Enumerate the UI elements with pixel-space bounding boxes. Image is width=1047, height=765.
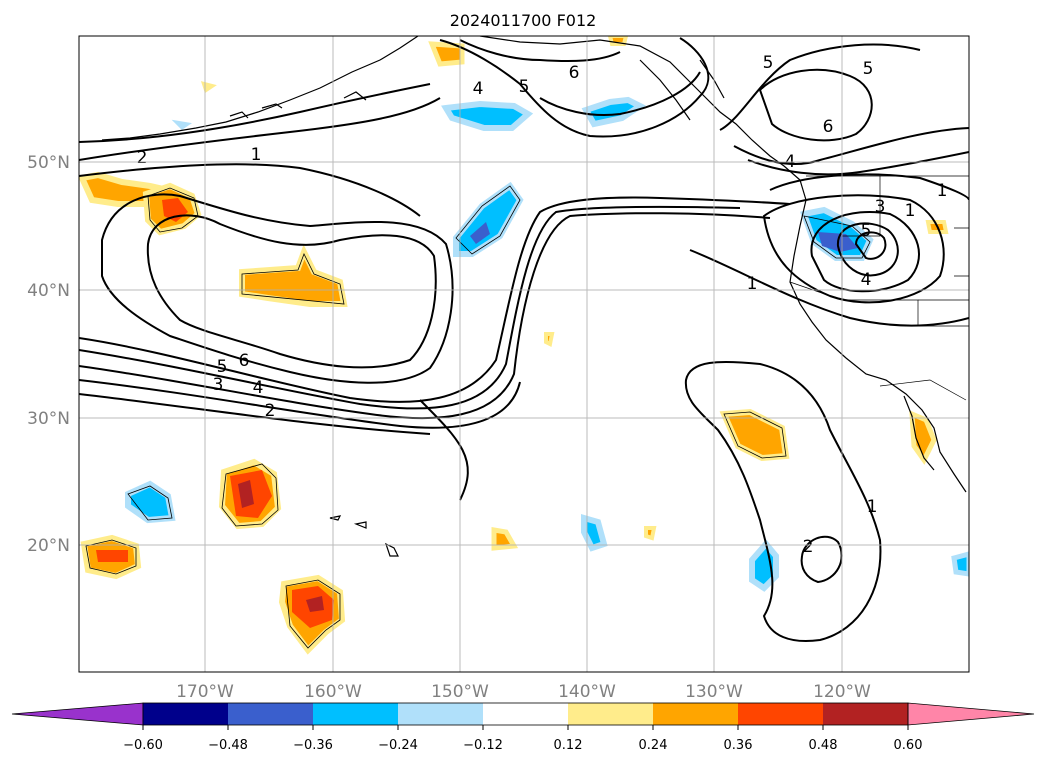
colorbar-tick-label: 0.12 [554, 738, 583, 753]
colorbar-segment [653, 703, 738, 725]
longitude-labels: 170°W 160°W 150°W 140°W 130°W 120°W [176, 682, 871, 702]
contour-label: 6 [569, 63, 580, 83]
colorbar-labels: −0.60 −0.48 −0.36 −0.24 −0.12 0.12 0.24 0.36 0.4… [123, 725, 922, 753]
colorbar-over-arrow [907, 702, 1035, 726]
lat-label: 20°N [27, 536, 70, 556]
contour-label: 5 [519, 77, 530, 97]
map-frame [78, 35, 970, 673]
lat-label: 30°N [27, 409, 70, 429]
colorbar-segment [738, 703, 823, 725]
negative-anomaly-patch [171, 119, 192, 130]
contour-label: 1 [867, 497, 878, 517]
lat-label: 50°N [27, 153, 70, 173]
lon-label: 160°W [304, 682, 362, 702]
positive-anomaly-patch [491, 527, 519, 551]
lon-label: 170°W [176, 682, 234, 702]
contour-label: 3 [875, 197, 886, 217]
positive-anomaly-patch [306, 596, 324, 612]
contour-label: 5 [217, 357, 228, 377]
contour-label: 5 [763, 53, 774, 73]
colorbar-segment [228, 703, 313, 725]
colorbar-tick-label: 0.24 [639, 738, 668, 753]
positive-anomaly-patch [909, 410, 937, 465]
positive-anomaly-patch [428, 41, 465, 67]
map-area: 1 2 1 2 3 4 5 6 4 5 6 5 5 6 4 3 5 4 1 1 … [79, 36, 969, 672]
colorbar-tick-label: −0.12 [463, 738, 503, 753]
contour-label: 4 [253, 378, 264, 398]
contour-label: 4 [473, 79, 484, 99]
positive-anomaly-patch [238, 480, 254, 508]
positive-anomaly-patch [239, 244, 348, 307]
contour-label: 6 [823, 117, 834, 137]
contour-labels: 1 2 1 2 3 4 5 6 4 5 6 5 5 6 4 3 5 4 1 1 … [137, 53, 948, 557]
colorbar-tick-label: 0.36 [724, 738, 753, 753]
negative-anomaly-patch [581, 514, 608, 552]
contour-label: 3 [213, 375, 224, 395]
contour-label: 2 [803, 537, 814, 557]
contour-label: 4 [861, 270, 872, 290]
negative-anomaly-patch [581, 96, 646, 128]
colorbar-segment [313, 703, 398, 725]
colorbar-segment [398, 703, 483, 725]
contour-label: 1 [747, 274, 758, 294]
lon-label: 130°W [685, 682, 743, 702]
contour-label: 5 [861, 221, 872, 241]
negative-anomaly-patch [441, 100, 534, 131]
lon-label: 120°W [813, 682, 871, 702]
lat-label: 40°N [27, 281, 70, 301]
contour-label: 2 [265, 401, 276, 421]
colorbar [11, 702, 1035, 726]
colorbar-under-arrow [11, 702, 144, 726]
coastline [101, 36, 967, 557]
contour-label: 1 [251, 145, 262, 165]
colorbar-segment [143, 703, 228, 725]
colorbar-frame [142, 702, 909, 726]
gridlines [79, 36, 969, 672]
colorbar-tick-label: −0.48 [208, 738, 248, 753]
contour-lines [79, 37, 969, 642]
contour-label: 5 [863, 59, 874, 79]
negative-anomaly-patch [951, 551, 969, 577]
lon-label: 140°W [558, 682, 616, 702]
colorbar-tick-label: 0.60 [894, 738, 923, 753]
positive-anomaly-patch [544, 332, 555, 347]
positive-anomaly-patch [644, 526, 657, 541]
positive-anomaly-patch [96, 550, 128, 562]
contour-label: 1 [937, 181, 948, 201]
contour-label: 2 [137, 148, 148, 168]
negative-anomaly-patch [470, 222, 490, 244]
lon-label: 150°W [431, 682, 489, 702]
latitude-labels: 50°N 40°N 30°N 20°N [27, 153, 70, 556]
colorbar-tick-label: −0.60 [123, 738, 163, 753]
contour-label: 1 [905, 201, 916, 221]
map-title: 2024011700 F012 [450, 11, 597, 30]
colorbar-tick-label: −0.24 [378, 738, 418, 753]
contour-label: 6 [239, 351, 250, 371]
colorbar-segment [483, 703, 568, 725]
colorbar-tick-label: 0.48 [809, 738, 838, 753]
colorbar-segment [568, 703, 653, 725]
colorbar-tick-label: −0.36 [293, 738, 333, 753]
colorbar-segment [823, 703, 908, 725]
